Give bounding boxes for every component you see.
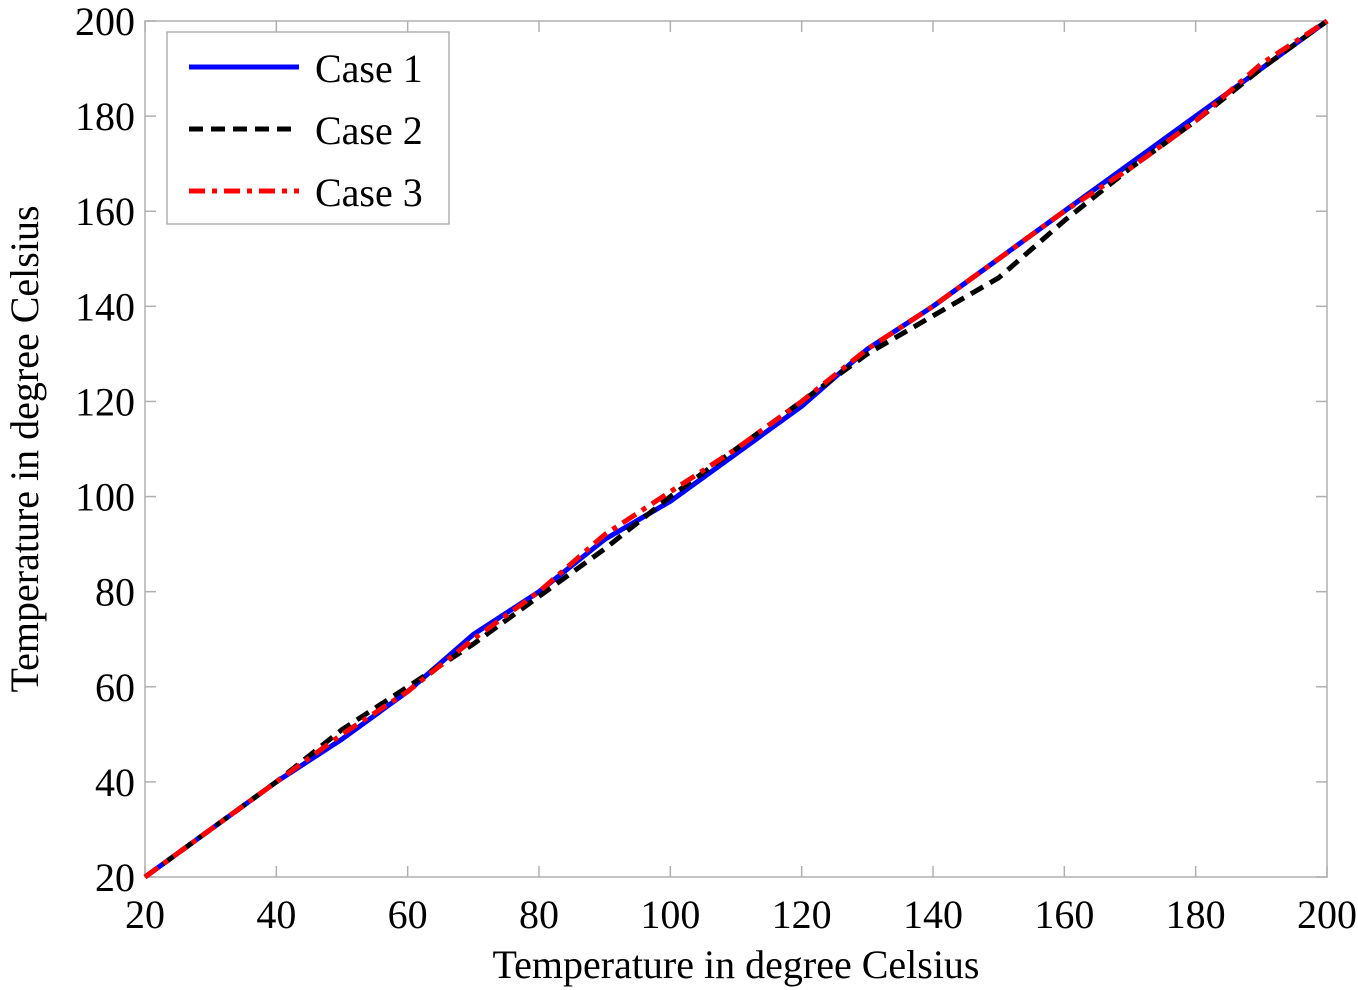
legend-label-case-1: Case 1: [315, 46, 423, 91]
y-tick-label: 80: [95, 570, 135, 615]
x-tick-label: 60: [388, 892, 428, 937]
series-line-case-1: [143, 18, 1329, 880]
y-tick-label: 60: [95, 665, 135, 710]
x-tick-label: 160: [1034, 892, 1094, 937]
x-tick-label: 100: [640, 892, 700, 937]
y-tick-label: 120: [75, 379, 135, 424]
y-tick-label: 20: [95, 855, 135, 900]
x-tick-label: 120: [772, 892, 832, 937]
legend: Case 1 Case 2 Case 3: [166, 31, 450, 225]
x-axis-label: Temperature in degree Celsius: [492, 942, 979, 987]
legend-label-case-2: Case 2: [315, 108, 423, 153]
y-tick-label: 100: [75, 475, 135, 520]
y-axis-label: Temperature in degree Celsius: [2, 205, 47, 692]
x-tick-label: 140: [903, 892, 963, 937]
y-tick-label: 200: [75, 0, 135, 44]
x-axis-tick-labels: 20 40 60 80 100 120 140 160 180 200: [125, 892, 1357, 937]
x-tick-label: 40: [256, 892, 296, 937]
x-tick-label: 180: [1166, 892, 1226, 937]
y-axis-tick-labels: 20 40 60 80 100 120 140 160 180 200: [75, 0, 135, 900]
y-tick-label: 160: [75, 189, 135, 234]
y-tick-label: 40: [95, 760, 135, 805]
y-tick-label: 180: [75, 94, 135, 139]
x-tick-label: 80: [519, 892, 559, 937]
x-tick-label: 200: [1297, 892, 1357, 937]
x-tick-label: 20: [125, 892, 165, 937]
series-line-case-3: [143, 18, 1329, 880]
legend-label-case-3: Case 3: [315, 170, 423, 215]
y-tick-label: 140: [75, 284, 135, 329]
series-layer: [143, 18, 1329, 880]
